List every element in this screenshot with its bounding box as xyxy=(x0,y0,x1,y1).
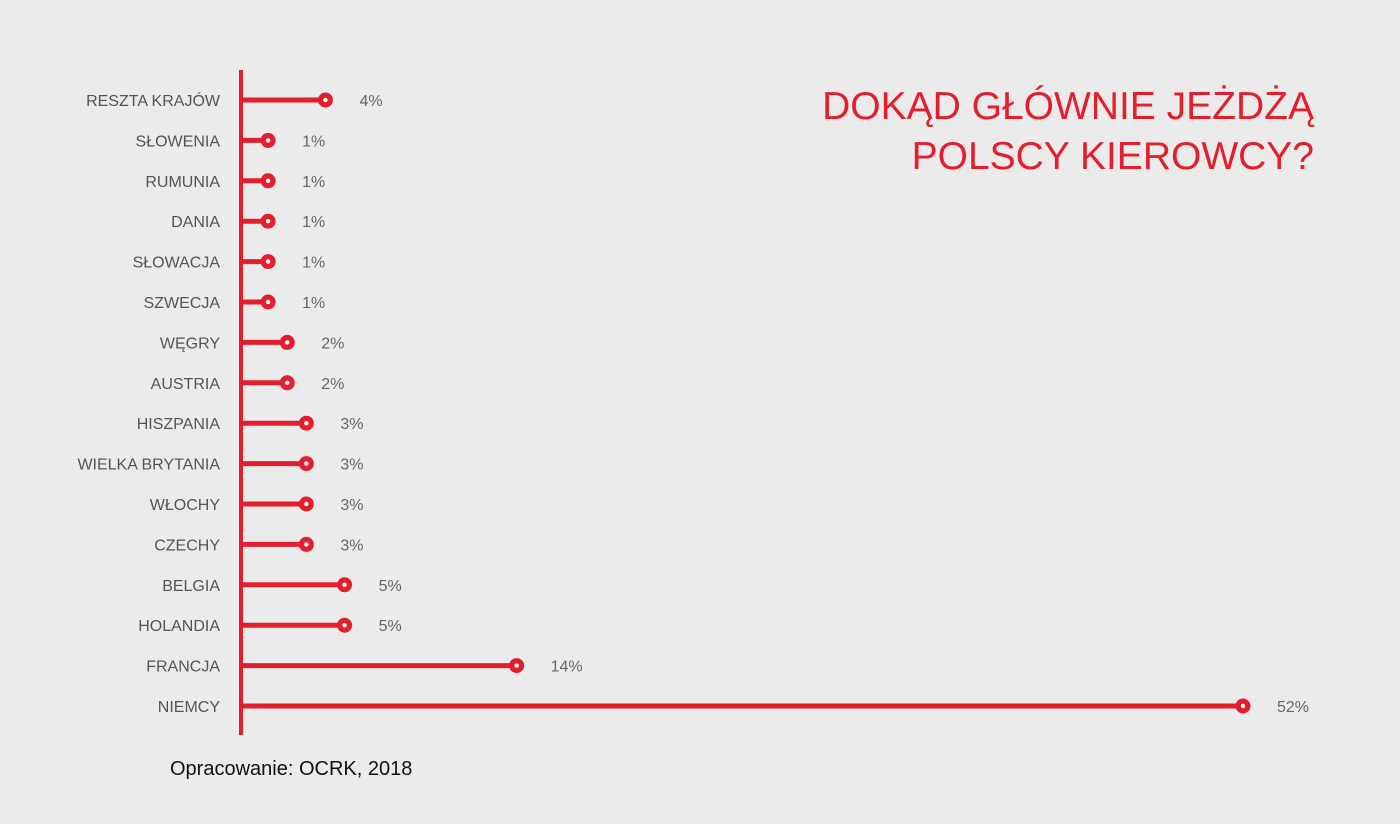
marker-center xyxy=(323,97,328,103)
source-note: Opracowanie: OCRK, 2018 xyxy=(170,758,413,780)
category-label: RUMUNIA xyxy=(145,174,220,191)
marker-center xyxy=(1240,703,1246,709)
value-label: 3% xyxy=(340,457,363,474)
value-label: 3% xyxy=(340,537,363,554)
value-label: 52% xyxy=(1277,699,1309,716)
marker-center xyxy=(265,138,271,143)
marker-center xyxy=(304,542,309,547)
value-label: 3% xyxy=(340,497,363,514)
value-label: 3% xyxy=(340,416,363,433)
chart-title: DOKĄD GŁÓWNIE JEŻDŻĄ POLSCY KIEROWCY? xyxy=(822,82,1314,182)
value-label: 2% xyxy=(321,376,344,393)
category-label: AUSTRIA xyxy=(151,376,221,393)
marker-center xyxy=(285,340,290,345)
category-label: SŁOWACJA xyxy=(133,255,221,272)
category-label: RESZTA KRAJÓW xyxy=(86,91,221,110)
value-label: 14% xyxy=(551,659,583,676)
category-label: HOLANDIA xyxy=(138,618,220,635)
marker-center xyxy=(265,178,271,183)
category-label: FRANCJA xyxy=(146,659,220,676)
value-label: 2% xyxy=(321,335,344,352)
marker-center xyxy=(265,259,271,264)
marker-center xyxy=(265,299,271,305)
value-label: 5% xyxy=(379,578,402,595)
marker-center xyxy=(304,421,309,426)
marker-center xyxy=(342,582,347,587)
category-label: WŁOCHY xyxy=(150,497,221,514)
value-label: 4% xyxy=(359,93,382,110)
category-label: SZWECJA xyxy=(144,295,221,312)
value-label: 1% xyxy=(302,214,325,231)
marker-center xyxy=(342,623,347,628)
marker-center xyxy=(285,380,290,385)
category-label: HISZPANIA xyxy=(137,416,221,433)
title-line-1: DOKĄD GŁÓWNIE JEŻDŻĄ xyxy=(822,85,1314,128)
value-label: 1% xyxy=(302,133,325,150)
category-label: DANIA xyxy=(171,214,220,231)
category-label: WIELKA BRYTANIA xyxy=(77,457,220,474)
category-label: BELGIA xyxy=(162,578,220,595)
marker-center xyxy=(304,501,309,507)
value-label: 1% xyxy=(302,174,325,191)
value-label: 5% xyxy=(379,618,402,635)
category-label: SŁOWENIA xyxy=(136,133,221,150)
marker-center xyxy=(265,219,271,224)
value-label: 1% xyxy=(302,255,325,272)
marker-center xyxy=(304,461,309,466)
marker-center xyxy=(514,663,519,668)
category-label: CZECHY xyxy=(154,537,220,554)
title-line-2: POLSCY KIEROWCY? xyxy=(911,135,1314,178)
category-label: WĘGRY xyxy=(160,335,220,352)
category-label: NIEMCY xyxy=(158,699,221,716)
value-label: 1% xyxy=(302,295,325,312)
